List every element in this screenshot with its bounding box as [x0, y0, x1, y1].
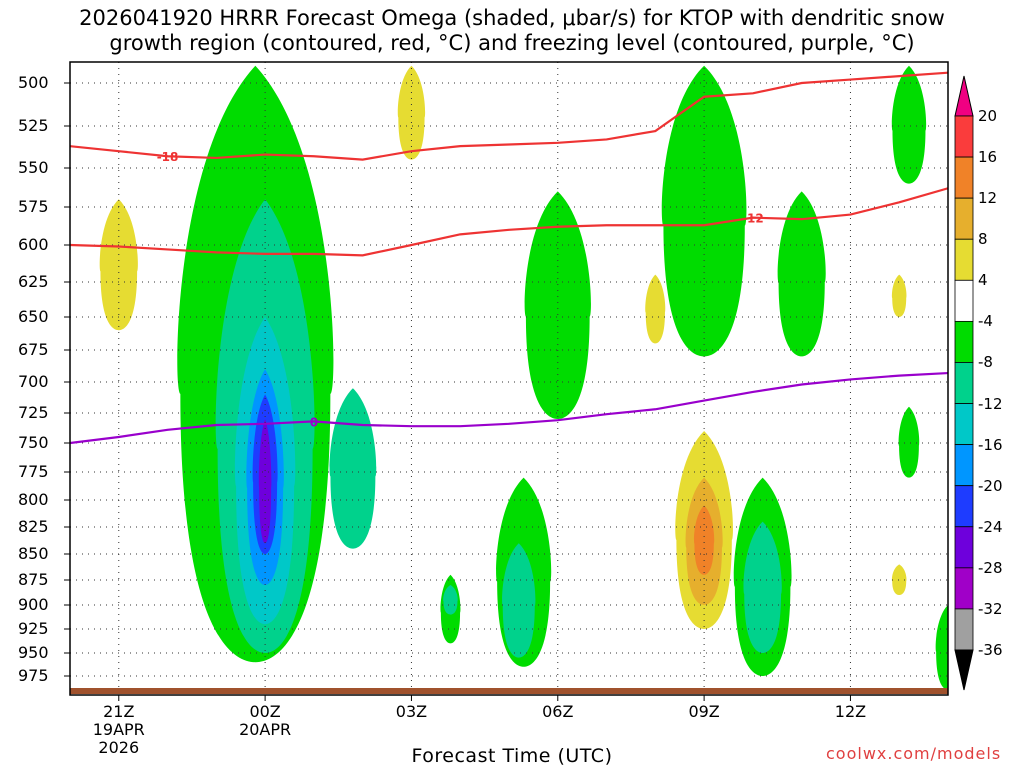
- contour-label: 0: [310, 415, 318, 429]
- y-tick-label: 600: [18, 235, 49, 254]
- contour-label: -12: [742, 212, 764, 226]
- x-tick-label: 00Z 20APR: [225, 703, 305, 739]
- colorbar-band: [954, 279, 974, 322]
- x-tick-label: 09Z: [664, 703, 744, 721]
- y-tick-label: 850: [18, 544, 49, 563]
- colorbar-tick-label: -36: [978, 641, 1003, 659]
- y-tick-label: 575: [18, 197, 49, 216]
- shading-group: -18 -12 0: [70, 62, 948, 695]
- y-tick-label: 800: [18, 490, 49, 509]
- omega-region-8: [397, 65, 426, 160]
- y-tick-label: 900: [18, 595, 49, 614]
- omega-region-9: [99, 199, 138, 331]
- colorbar-band: [954, 567, 974, 610]
- contour-label: -18: [157, 150, 179, 164]
- omega-region-11: [777, 191, 826, 357]
- y-tick-label: 975: [18, 666, 49, 685]
- colorbar-tick-label: -8: [978, 353, 993, 372]
- x-tick-sub1: 19APR: [92, 720, 145, 739]
- colorbar-tick-label: -12: [978, 394, 1003, 413]
- x-tick-label: 03Z: [395, 702, 428, 721]
- colorbar-bottom-triangle: [954, 649, 974, 691]
- y-tick-label: 675: [18, 340, 49, 359]
- y-tick-label: 525: [18, 116, 49, 135]
- colorbar-band: [954, 238, 974, 281]
- y-tick-label: 875: [18, 570, 49, 589]
- colorbar-tick-label: -4: [978, 312, 993, 331]
- omega-region-26: [935, 605, 948, 690]
- contour-line: [70, 187, 948, 257]
- x-axis-title: Forecast Time (UTC): [411, 745, 613, 767]
- x-tick-label: 06Z: [542, 702, 574, 721]
- colorbar-band: [954, 320, 974, 363]
- y-tick-label: 500: [18, 73, 49, 92]
- colorbar-tick-label: -20: [978, 476, 1003, 495]
- omega-region-10: [661, 65, 747, 357]
- colorbar-band: [954, 115, 974, 158]
- colorbar-tick-label: 8: [978, 230, 988, 249]
- colorbar-tick-label: -24: [978, 517, 1003, 536]
- contour-line: [70, 71, 948, 161]
- omega-region-24: [891, 564, 907, 595]
- y-tick-label: 750: [18, 433, 49, 452]
- omega-region-22: [898, 406, 920, 478]
- x-tick-label: 06Z: [518, 703, 598, 721]
- colorbar-tick-label: 4: [978, 271, 988, 290]
- omega-region-14: [693, 505, 715, 575]
- colorbar-band: [954, 485, 974, 528]
- colorbar-tick-label: 12: [978, 189, 998, 208]
- x-tick-label: 21Z 19APR 2026: [79, 703, 159, 757]
- colorbar-band: [954, 403, 974, 446]
- omega-region-6: [329, 388, 377, 549]
- x-tick-label: 12Z: [810, 703, 890, 721]
- y-tick-label: 625: [18, 272, 49, 291]
- ground-strip: [70, 688, 948, 694]
- colorbar-tick-label: -32: [978, 599, 1003, 618]
- y-tick-label: 700: [18, 372, 49, 391]
- x-tick-label: 03Z: [371, 703, 451, 721]
- omega-region-25: [645, 274, 666, 344]
- plot-frame: [69, 61, 949, 696]
- x-tick-label: 00Z: [249, 702, 281, 721]
- x-tick-label: 21Z: [103, 702, 135, 721]
- y-tick-label: 825: [18, 517, 49, 536]
- y-tick-label: 650: [18, 307, 49, 326]
- y-tick-label: 925: [18, 619, 49, 638]
- x-tick-label: 09Z: [688, 702, 720, 721]
- colorbar-band: [954, 362, 974, 404]
- chart-title-line-1: 2026041920 HRRR Forecast Omega (shaded, …: [79, 6, 945, 30]
- omega-region-20: [443, 585, 458, 615]
- chart-title-line-2: growth region (contoured, red, °C) and f…: [109, 31, 915, 55]
- omega-region-21: [891, 65, 927, 184]
- colorbar-tick-label: -28: [978, 558, 1003, 577]
- y-tick-label: 950: [18, 643, 49, 662]
- omega-region-5: [258, 419, 272, 544]
- colorbar-tick-label: 20: [978, 107, 998, 125]
- y-tick-label: 775: [18, 462, 49, 481]
- contour-line: [70, 371, 948, 445]
- colorbar-top-triangle: [954, 75, 974, 117]
- colorbar-band: [954, 444, 974, 487]
- colorbar-band: [954, 526, 974, 569]
- credit-text: coolwx.com/models: [826, 744, 1002, 763]
- y-tick-label: 550: [18, 158, 49, 177]
- colorbar-band: [954, 156, 974, 199]
- colorbar-tick-label: -16: [978, 435, 1003, 454]
- x-tick-sub1: 20APR: [239, 720, 292, 739]
- colorbar-band: [954, 197, 974, 240]
- colorbar-tick-label: 16: [978, 148, 998, 167]
- x-tick-sub2: 2026: [98, 738, 140, 757]
- colorbar-band: [954, 608, 974, 651]
- omega-region-16: [502, 543, 536, 658]
- omega-region-23: [891, 274, 907, 317]
- x-tick-label: 12Z: [834, 702, 867, 721]
- y-tick-label: 725: [18, 403, 49, 422]
- omega-region-7: [524, 191, 591, 419]
